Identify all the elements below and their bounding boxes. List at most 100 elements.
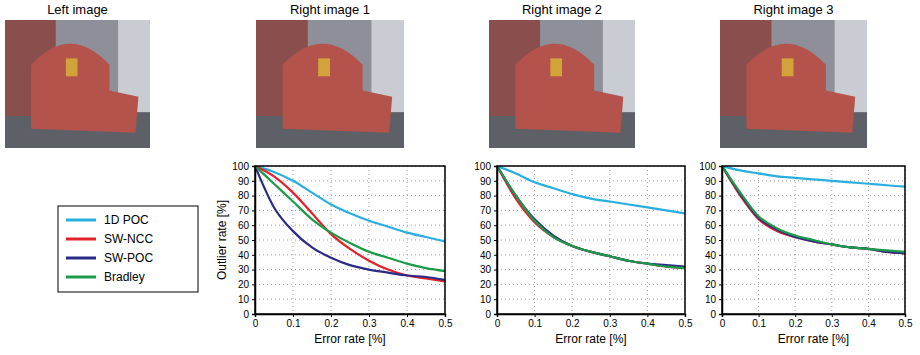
series-line <box>722 166 905 252</box>
tick: 40 <box>238 250 255 261</box>
tick: 0.1 <box>287 314 301 329</box>
tick-label: 0.4 <box>401 318 415 329</box>
legend-label: SW-NCC <box>104 232 153 246</box>
grid-line <box>255 195 445 196</box>
x-axis-title: Error rate [%] <box>555 332 626 346</box>
tick-label: 100 <box>232 161 249 172</box>
grid-line <box>722 284 905 285</box>
y-axis: 0102030405060708090100 <box>474 161 497 320</box>
tick: 0 <box>485 309 497 320</box>
tick: 20 <box>705 279 722 290</box>
photo-statue <box>66 58 78 76</box>
plot-lines <box>255 166 445 281</box>
tick: 80 <box>238 190 255 201</box>
grid-line <box>255 299 445 300</box>
plot-frame <box>255 166 445 314</box>
grid-line <box>534 166 535 314</box>
tick: 0.5 <box>439 314 453 329</box>
tick-label: 0.4 <box>862 318 876 329</box>
tick: 0 <box>710 309 722 320</box>
legend-swatch <box>66 219 96 222</box>
tick: 0.4 <box>641 314 655 329</box>
tick: 80 <box>705 190 722 201</box>
y-axis-title: Outlier rate [%] <box>215 200 229 280</box>
tick-label: 20 <box>480 279 492 290</box>
tick-label: 10 <box>238 294 250 305</box>
tick: 90 <box>480 176 497 187</box>
tick: 60 <box>480 220 497 231</box>
legend-label: Bradley <box>104 270 145 284</box>
image-title: Right image 3 <box>753 2 833 17</box>
tick: 0 <box>720 314 726 329</box>
chart: 00.10.20.30.40.50102030405060708090100Er… <box>474 161 693 346</box>
plot-lines <box>497 166 685 268</box>
tick-label: 0.5 <box>899 318 913 329</box>
grid-line <box>497 254 685 255</box>
chart: 00.10.20.30.40.50102030405060708090100Er… <box>215 161 453 346</box>
tick-label: 80 <box>705 190 717 201</box>
photo-fountain <box>31 44 138 133</box>
x-axis: 00.10.20.30.40.5 <box>495 314 693 329</box>
tick: 30 <box>705 264 722 275</box>
y-axis: 0102030405060708090100 <box>699 161 722 320</box>
tick: 10 <box>705 294 722 305</box>
tick-label: 100 <box>474 161 491 172</box>
grid-line <box>497 180 685 181</box>
tick: 10 <box>238 294 255 305</box>
tick: 100 <box>474 161 497 172</box>
tick-label: 20 <box>238 279 250 290</box>
grid-line <box>255 240 445 241</box>
tick-label: 0.3 <box>825 318 839 329</box>
tick-label: 0 <box>720 318 726 329</box>
series-line <box>255 166 445 280</box>
tick: 70 <box>238 205 255 216</box>
tick: 0 <box>243 309 255 320</box>
x-axis-title: Error rate [%] <box>314 332 385 346</box>
y-axis: 0102030405060708090100 <box>232 161 255 320</box>
image-title: Right image 1 <box>290 2 370 17</box>
series-line <box>497 166 685 268</box>
tick: 50 <box>238 235 255 246</box>
tick: 0.5 <box>679 314 693 329</box>
tick-label: 60 <box>705 220 717 231</box>
tick: 0.2 <box>325 314 339 329</box>
photo-background <box>5 20 150 148</box>
image-title: Right image 2 <box>522 2 602 17</box>
tick-label: 0.2 <box>325 318 339 329</box>
tick: 40 <box>705 250 722 261</box>
grid-line <box>722 195 905 196</box>
tick-label: 50 <box>705 235 717 246</box>
series-line <box>255 166 445 281</box>
tick: 0 <box>495 314 501 329</box>
tick-label: 40 <box>480 250 492 261</box>
grid-line <box>255 284 445 285</box>
tick-label: 0.5 <box>439 318 453 329</box>
tick-label: 30 <box>238 264 250 275</box>
series-line <box>497 166 685 268</box>
tick-label: 0.4 <box>641 318 655 329</box>
tick-label: 0 <box>253 318 259 329</box>
tick: 20 <box>480 279 497 290</box>
figure: Left image Right image 1 Right image 2 Righ… <box>0 0 920 355</box>
grid-line <box>497 240 685 241</box>
photo <box>5 20 150 148</box>
legend-swatch <box>66 276 96 279</box>
photo-statue <box>318 58 330 76</box>
tick: 30 <box>238 264 255 275</box>
tick: 0.5 <box>899 314 913 329</box>
tick: 70 <box>480 205 497 216</box>
grid-line <box>255 269 445 270</box>
tick: 0.2 <box>789 314 803 329</box>
tick: 50 <box>705 235 722 246</box>
tick: 90 <box>238 176 255 187</box>
tick-label: 30 <box>705 264 717 275</box>
photo-background <box>256 20 404 148</box>
plot-frame <box>497 166 685 314</box>
tick-label: 0.1 <box>752 318 766 329</box>
grid-line <box>497 225 685 226</box>
tick: 0 <box>253 314 259 329</box>
plot-frame <box>722 166 905 314</box>
grid-line <box>722 225 905 226</box>
tick-label: 0.1 <box>287 318 301 329</box>
image-title: Left image <box>47 2 108 17</box>
